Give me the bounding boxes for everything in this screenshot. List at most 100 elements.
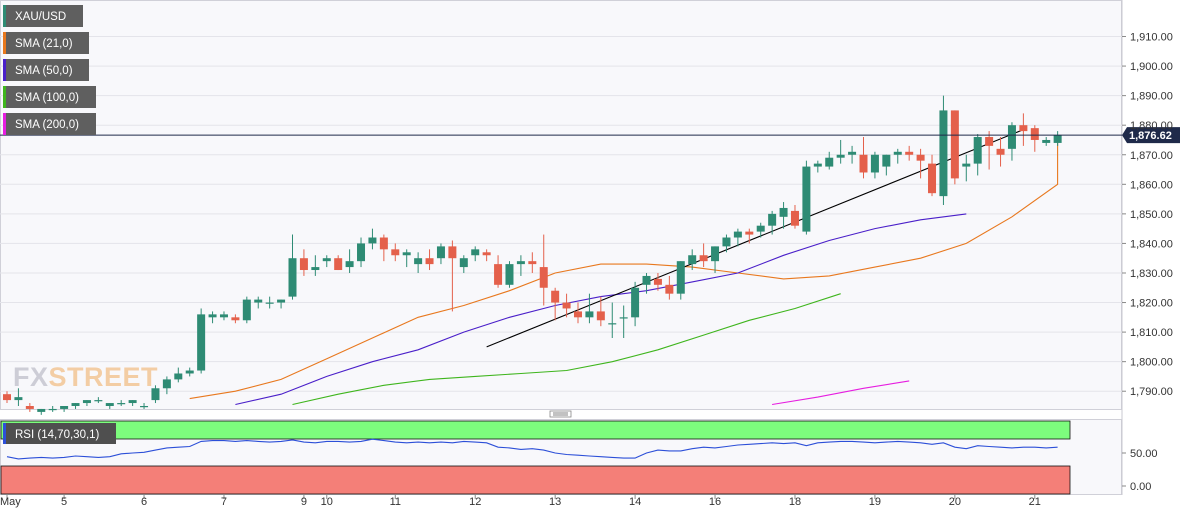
candle	[1019, 113, 1028, 146]
date-tick-label: 12	[469, 496, 481, 508]
candle	[425, 249, 434, 271]
candle	[893, 148, 902, 164]
candle	[494, 255, 503, 288]
candle	[231, 314, 240, 324]
candle	[14, 388, 23, 406]
date-tick-label: 10	[321, 496, 333, 508]
date-tick-label: 16	[709, 496, 721, 508]
sma-100-line	[292, 293, 841, 406]
legend-sma-50-label: SMA (50,0)	[15, 65, 73, 77]
candle	[642, 272, 651, 294]
candle	[345, 249, 354, 273]
rsi-overbought-band	[0, 420, 1071, 440]
legend-sma-100[interactable]: SMA (100,0)	[3, 86, 96, 108]
price-tick-label: 1,790.00	[1130, 386, 1173, 398]
candle	[459, 255, 468, 273]
candle	[551, 287, 560, 321]
legend-sma-21[interactable]: SMA (21,0)	[3, 32, 89, 54]
candle	[928, 154, 937, 197]
candle	[505, 261, 514, 288]
candle	[242, 296, 251, 324]
rsi-tick-label: 0.00	[1130, 481, 1151, 493]
price-tick-label: 1,830.00	[1130, 268, 1173, 280]
candle	[94, 397, 103, 404]
candle	[882, 154, 891, 176]
legend-sma-100-label: SMA (100,0)	[15, 92, 79, 104]
price-tick-label: 1,840.00	[1130, 238, 1173, 250]
candle	[688, 249, 697, 271]
candle	[368, 228, 377, 250]
candle	[516, 255, 525, 276]
rsi-oversold-band	[0, 465, 1071, 495]
candlestick-series	[3, 95, 1062, 415]
candle	[619, 305, 628, 339]
date-tick-label: 18	[789, 496, 801, 508]
price-tick-label: 1,880.00	[1130, 120, 1173, 132]
candle	[859, 137, 868, 179]
candle	[334, 255, 343, 271]
legend-sma-200-label: SMA (200,0)	[15, 119, 79, 131]
candle	[916, 148, 925, 179]
main-pane-background	[0, 0, 1122, 410]
candle	[848, 145, 857, 164]
date-tick-label: May	[0, 496, 21, 508]
candle	[733, 228, 742, 247]
candle	[151, 385, 160, 404]
candle	[836, 139, 845, 164]
candle	[322, 255, 331, 268]
svg-text:FXSTREET: FXSTREET	[13, 362, 158, 392]
date-tick-label: 9	[301, 496, 307, 508]
candle	[962, 154, 971, 182]
candle	[676, 261, 685, 300]
candle	[722, 234, 731, 253]
date-tick-label: 19	[869, 496, 881, 508]
candle	[790, 205, 799, 229]
candle	[905, 145, 914, 161]
rsi-line	[6, 438, 1058, 460]
watermark-street: STREET	[49, 362, 159, 392]
candle	[391, 243, 400, 262]
legend-symbol[interactable]: XAU/USD	[3, 5, 83, 27]
candle	[631, 281, 640, 327]
candle	[802, 160, 811, 235]
legend: XAU/USD SMA (21,0) SMA (50,0) SMA (100,0…	[3, 5, 116, 444]
candle	[82, 400, 91, 406]
candle	[528, 252, 537, 273]
date-tick-label: 5	[61, 496, 67, 508]
candle	[299, 249, 308, 276]
candle	[117, 400, 126, 406]
price-tick-label: 1,910.00	[1130, 32, 1173, 44]
price-tick-label: 1,800.00	[1130, 357, 1173, 369]
candle	[711, 246, 720, 273]
legend-rsi[interactable]: RSI (14,70,30,1)	[3, 423, 116, 444]
candle	[1030, 125, 1039, 152]
candle	[608, 302, 617, 339]
price-axis-labels: 1,790.00 1,800.00 1,810.00 1,820.00 1,830.00…	[1122, 32, 1173, 398]
fxstreet-watermark: FXSTREET	[13, 362, 158, 392]
date-tick-label: 21	[1029, 496, 1041, 508]
candle	[585, 293, 594, 324]
candle	[105, 403, 114, 409]
date-tick-label: 13	[549, 496, 561, 508]
candle	[37, 408, 46, 415]
legend-sma-200[interactable]: SMA (200,0)	[3, 113, 96, 135]
candle	[60, 406, 69, 412]
candle	[25, 403, 34, 412]
rsi-tick-label: 50.00	[1130, 448, 1158, 460]
candle	[448, 240, 457, 312]
candle	[870, 151, 879, 179]
candle	[140, 403, 149, 409]
sma-200-line	[772, 380, 910, 406]
candle	[813, 160, 822, 173]
candle	[402, 249, 411, 268]
date-tick-label: 14	[629, 496, 641, 508]
candle	[311, 255, 320, 276]
candle	[562, 293, 571, 318]
candle	[745, 228, 754, 244]
pane-resize-handle[interactable]	[549, 410, 572, 418]
candle	[208, 311, 217, 324]
legend-sma-50[interactable]: SMA (50,0)	[3, 59, 89, 81]
last-price-value: 1,876.62	[1129, 130, 1172, 142]
candle	[950, 110, 959, 185]
